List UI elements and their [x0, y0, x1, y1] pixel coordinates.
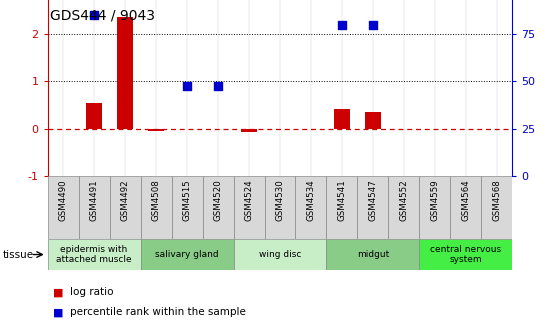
FancyBboxPatch shape [264, 176, 296, 239]
Point [338, 22, 347, 27]
Text: wing disc: wing disc [259, 250, 301, 259]
Text: log ratio: log ratio [70, 287, 114, 297]
FancyBboxPatch shape [419, 176, 450, 239]
FancyBboxPatch shape [357, 176, 389, 239]
Text: GSM4508: GSM4508 [152, 179, 161, 221]
FancyBboxPatch shape [141, 176, 171, 239]
FancyBboxPatch shape [171, 176, 203, 239]
Text: percentile rank within the sample: percentile rank within the sample [70, 307, 246, 318]
Text: GSM4491: GSM4491 [90, 179, 99, 221]
FancyBboxPatch shape [296, 176, 326, 239]
Text: central nervous
system: central nervous system [430, 245, 502, 264]
Bar [365, 112, 381, 129]
Text: GSM4564: GSM4564 [461, 179, 470, 221]
FancyBboxPatch shape [326, 176, 357, 239]
Text: GSM4541: GSM4541 [338, 179, 347, 221]
FancyBboxPatch shape [419, 239, 512, 270]
Text: GSM4492: GSM4492 [120, 179, 129, 221]
FancyBboxPatch shape [48, 239, 141, 270]
Text: GSM4530: GSM4530 [276, 179, 284, 221]
Text: GSM4490: GSM4490 [59, 179, 68, 221]
Bar [334, 109, 349, 129]
Text: GSM4559: GSM4559 [431, 179, 440, 221]
FancyBboxPatch shape [234, 176, 264, 239]
Text: GSM4515: GSM4515 [183, 179, 192, 221]
Point [183, 84, 192, 89]
FancyBboxPatch shape [326, 239, 419, 270]
FancyBboxPatch shape [48, 176, 78, 239]
Point [368, 22, 377, 27]
Bar [86, 103, 102, 129]
FancyBboxPatch shape [78, 176, 110, 239]
Text: GSM4568: GSM4568 [492, 179, 501, 221]
Text: GSM4552: GSM4552 [399, 179, 408, 221]
FancyBboxPatch shape [482, 176, 512, 239]
Point [90, 12, 99, 18]
Text: GSM4520: GSM4520 [213, 179, 222, 221]
Text: ■: ■ [53, 307, 64, 318]
FancyBboxPatch shape [203, 176, 234, 239]
Point [213, 84, 222, 89]
Bar [148, 129, 164, 131]
Text: salivary gland: salivary gland [155, 250, 219, 259]
Text: ■: ■ [53, 287, 64, 297]
FancyBboxPatch shape [389, 176, 419, 239]
Bar [241, 129, 256, 132]
Text: tissue: tissue [3, 250, 34, 259]
Text: GSM4534: GSM4534 [306, 179, 315, 221]
Text: epidermis with
attached muscle: epidermis with attached muscle [56, 245, 132, 264]
FancyBboxPatch shape [110, 176, 141, 239]
Bar [117, 17, 133, 129]
FancyBboxPatch shape [450, 176, 482, 239]
Text: GSM4547: GSM4547 [368, 179, 377, 221]
Text: GDS444 / 9043: GDS444 / 9043 [50, 8, 156, 23]
Text: GSM4524: GSM4524 [245, 179, 254, 221]
FancyBboxPatch shape [141, 239, 234, 270]
Text: midgut: midgut [357, 250, 389, 259]
FancyBboxPatch shape [234, 239, 326, 270]
